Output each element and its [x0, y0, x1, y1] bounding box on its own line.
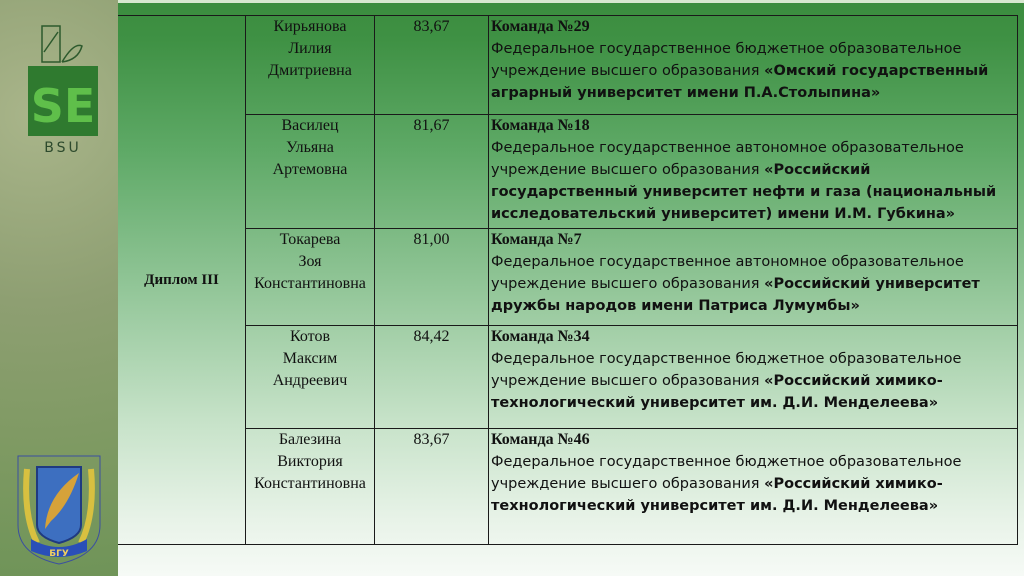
team-info: Команда №29 Федеральное государственное б…: [488, 15, 1018, 115]
participant-name: Балезина Виктория Константиновна: [245, 428, 375, 545]
name-part: Лилия: [288, 40, 332, 57]
team-number: Команда №34: [491, 328, 590, 345]
org-type: Федеральное государственное автономное о…: [491, 254, 964, 292]
award-cell: Диплом III: [118, 15, 246, 545]
team-number: Команда №29: [491, 18, 590, 35]
svg-text:SE: SE: [31, 79, 96, 133]
svg-text:БГУ: БГУ: [49, 549, 69, 559]
score: 81,67: [374, 114, 489, 229]
sei-bsu-logo: SE BSU: [28, 25, 98, 152]
name-part: Виктория: [277, 453, 343, 470]
score: 83,67: [374, 15, 489, 115]
team-info: Команда №34 Федеральное государственное б…: [488, 325, 1018, 429]
table-row: Василец Ульяна Артемовна 81,67 Команда №18 Фе…: [118, 114, 1018, 229]
org-type: Федеральное государственное бюджетное об…: [491, 454, 962, 492]
score: 81,00: [374, 228, 489, 326]
team-info: Команда №18 Федеральное государственное а…: [488, 114, 1018, 229]
name-part: Токарева: [279, 231, 341, 248]
name-part: Андреевич: [272, 372, 348, 389]
name-part: Ульяна: [286, 139, 334, 156]
name-part: Котов: [290, 328, 330, 345]
participant-name: Котов Максим Андреевич: [245, 325, 375, 429]
score: 83,67: [374, 428, 489, 545]
participant-name: Токарева Зоя Константиновна: [245, 228, 375, 326]
name-part: Балезина: [278, 431, 342, 448]
org-type: Федеральное государственное автономное о…: [491, 140, 964, 178]
org-type: Федеральное государственное бюджетное об…: [491, 351, 962, 389]
name-part: Зоя: [298, 253, 322, 270]
table-row: Диплом III Кирьянова Лилия Дмитриевна 83,67 К…: [118, 15, 1018, 545]
table-row: Токарева Зоя Константиновна 81,00 Команда №7…: [118, 228, 1018, 326]
name-part: Константиновна: [254, 475, 366, 492]
name-part: Дмитриевна: [268, 62, 352, 79]
org-type: Федеральное государственное бюджетное об…: [491, 41, 962, 79]
university-name: «Российский университет дружбы народов и…: [491, 276, 980, 314]
university-name: «Российский химико-технологический униве…: [491, 476, 943, 514]
team-info: Команда №7 Федеральное государственное ав…: [488, 228, 1018, 326]
name-part: Константиновна: [254, 275, 366, 292]
name-part: Максим: [282, 350, 338, 367]
university-name: «Омский государственный аграрный универс…: [491, 63, 989, 101]
university-name: «Российский государственный университет …: [491, 162, 997, 222]
team-number: Команда №46: [491, 431, 590, 448]
team-number: Команда №7: [491, 231, 582, 248]
team-info: Команда №46 Федеральное государственное б…: [488, 428, 1018, 545]
name-part: Кирьянова: [273, 18, 347, 35]
university-name: «Российский химико-технологический униве…: [491, 373, 943, 411]
table-row: Балезина Виктория Константиновна 83,67 Коман…: [118, 428, 1018, 545]
participant-name: Кирьянова Лилия Дмитриевна: [245, 15, 375, 115]
table-row: Котов Максим Андреевич 84,42 Команда №34 Феде…: [118, 325, 1018, 429]
score: 84,42: [374, 325, 489, 429]
svg-text:BSU: BSU: [44, 140, 82, 152]
participant-name: Василец Ульяна Артемовна: [245, 114, 375, 229]
team-number: Команда №18: [491, 117, 590, 134]
name-part: Василец: [281, 117, 339, 134]
name-part: Артемовна: [272, 161, 348, 178]
top-bar: [118, 0, 1024, 3]
bgu-emblem: БГУ: [17, 455, 101, 565]
results-table: Диплом III Кирьянова Лилия Дмитриевна 83,67 К…: [118, 15, 1018, 545]
